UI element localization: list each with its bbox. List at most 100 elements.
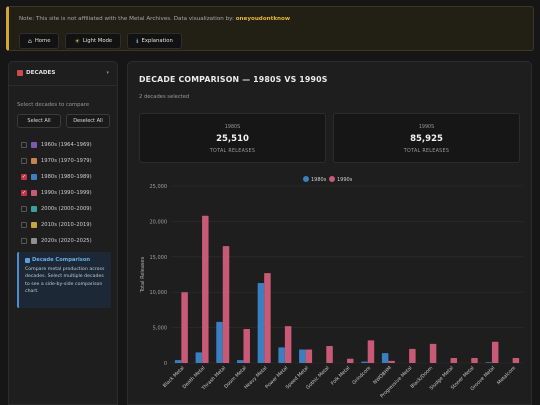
info-body: Compare metal production across decades.…: [25, 267, 105, 295]
decade-option[interactable]: 1970s (1970–1979): [21, 153, 92, 169]
stat-value: 85,925: [410, 134, 443, 144]
decade-comparison-chart: 0 5,000 10,000 15,000 20,000 25,000 Total Rele…: [140, 176, 523, 399]
x-tick-label: NWOBHM: [372, 365, 393, 386]
bar-1990s: [491, 341, 499, 363]
calendar-icon: [17, 70, 23, 76]
bar-1990s: [367, 340, 375, 363]
stat-caption: TOTAL RELEASES: [403, 149, 450, 154]
bar-1990s: [347, 358, 354, 363]
page-title: DECADE COMPARISON — 1980S VS 1990S: [139, 75, 328, 84]
top-nav: ⌂ Home ☀ Light Mode ℹ Explanation: [19, 33, 182, 49]
decade-checkbox[interactable]: [21, 158, 27, 164]
decade-label: 1960s (1964–1969): [41, 142, 92, 148]
sidebar-divider: [9, 85, 117, 86]
bar-1980s: [278, 347, 285, 363]
legend-label: 1990s: [337, 177, 353, 183]
y-axis-label: Total Releases: [140, 256, 146, 293]
x-tick-label: Grindcore: [351, 365, 372, 386]
bar-1990s: [450, 358, 458, 363]
disclaimer-text: Note: This site is not affiliated with t…: [19, 16, 291, 22]
decade-label: 2010s (2010–2019): [41, 222, 92, 228]
main-panel: DECADE COMPARISON — 1980S VS 1990S 2 dec…: [127, 61, 532, 405]
decade-option[interactable]: 2000s (2000–2009): [21, 201, 92, 217]
decade-color-swatch: [31, 142, 37, 148]
decade-label: 2020s (2020–2025): [41, 238, 92, 244]
light-mode-button[interactable]: ☀ Light Mode: [65, 33, 122, 49]
bar-1990s: [409, 348, 416, 363]
bar-1990s: [326, 346, 333, 363]
y-tick-label: 0: [164, 361, 167, 367]
info-title: Decade Comparison: [25, 257, 105, 263]
decade-color-swatch: [31, 222, 37, 228]
explanation-button[interactable]: ℹ Explanation: [127, 33, 182, 49]
decade-option[interactable]: ✓ 1980s (1980–1989): [21, 169, 92, 185]
bar-1990s: [471, 358, 478, 363]
decade-color-swatch: [31, 190, 37, 196]
bar-1980s: [216, 321, 223, 363]
stat-card-1980s: 1980S 25,510 TOTAL RELEASES: [139, 113, 326, 163]
stat-label: 1990S: [418, 125, 435, 130]
chart-icon: [25, 257, 30, 263]
bar-1980s: [485, 362, 492, 363]
bar-1990s: [305, 349, 313, 363]
decade-checkbox[interactable]: [21, 238, 27, 244]
decade-checkbox[interactable]: ✓: [21, 189, 27, 196]
decade-label: 1980s (1980–1989): [41, 174, 92, 180]
select-decades-label: Select decades to compare: [17, 102, 90, 108]
decade-option[interactable]: 2020s (2020–2025): [21, 233, 92, 249]
decade-checkbox[interactable]: [21, 142, 27, 148]
decade-comparison-info: Decade Comparison Compare metal producti…: [17, 252, 111, 308]
legend-marker: [329, 176, 335, 182]
deselect-all-button[interactable]: Deselect All: [66, 114, 110, 128]
decade-label: 2000s (2000–2009): [41, 206, 92, 212]
y-tick-label: 5,000: [153, 326, 167, 332]
bar-1990s: [284, 326, 292, 363]
bar-1990s: [222, 246, 230, 363]
x-tick-label: Folk Metal: [330, 365, 352, 387]
bar-1980s: [299, 349, 306, 363]
legend-label: 1980s: [311, 177, 327, 183]
decade-option[interactable]: ✓ 1990s (1990–1999): [21, 185, 92, 201]
bar-1990s: [388, 360, 395, 363]
decade-color-swatch: [31, 238, 37, 244]
decade-option[interactable]: 2010s (2010–2019): [21, 217, 92, 233]
bar-1990s: [181, 292, 188, 363]
y-tick-label: 10,000: [150, 290, 168, 296]
bar-1980s: [174, 360, 182, 363]
decades-title: DECADES: [26, 70, 56, 76]
bar-1990s: [264, 273, 271, 363]
stat-value: 25,510: [216, 134, 249, 144]
decades-header[interactable]: DECADES ▾: [17, 70, 109, 76]
decade-checkbox[interactable]: [21, 222, 27, 228]
sun-icon: ☀: [74, 37, 80, 45]
legend-marker: [303, 176, 309, 182]
home-button[interactable]: ⌂ Home: [19, 33, 60, 49]
bar-1990s: [429, 343, 437, 363]
stat-label: 1980S: [224, 125, 241, 130]
decade-color-swatch: [31, 158, 37, 164]
bar-1980s: [236, 360, 244, 363]
author-name: oneyoudontknow: [235, 16, 291, 22]
bar-1980s: [195, 352, 203, 363]
stat-card-1990s: 1990S 85,925 TOTAL RELEASES: [333, 113, 520, 163]
decade-color-swatch: [31, 174, 37, 180]
sidebar: DECADES ▾ Select decades to compare Sele…: [8, 61, 118, 405]
y-tick-label: 25,000: [150, 184, 168, 190]
disclaimer-banner: Note: This site is not affiliated with t…: [6, 6, 534, 51]
bar-1980s: [361, 361, 368, 363]
decade-checkbox[interactable]: [21, 206, 27, 212]
y-tick-label: 15,000: [150, 255, 168, 261]
decade-color-swatch: [31, 206, 37, 212]
y-tick-label: 20,000: [150, 219, 168, 225]
decade-checkbox[interactable]: ✓: [21, 173, 27, 180]
select-all-button[interactable]: Select All: [17, 114, 61, 128]
home-icon: ⌂: [28, 37, 32, 45]
x-tick-label: Metalcore: [496, 365, 517, 386]
decade-label: 1970s (1970–1979): [41, 158, 92, 164]
stat-caption: TOTAL RELEASES: [209, 149, 256, 154]
bar-1980s: [381, 353, 389, 363]
decade-option[interactable]: 1960s (1964–1969): [21, 137, 92, 153]
decade-list: 1960s (1964–1969) 1970s (1970–1979) ✓ 1980s…: [21, 137, 92, 249]
chevron-down-icon[interactable]: ▾: [106, 70, 109, 76]
